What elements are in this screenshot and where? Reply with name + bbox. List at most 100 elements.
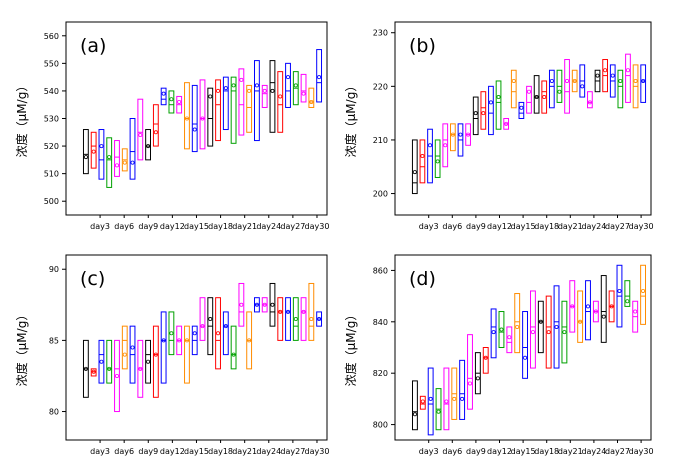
box-mean-marker [239,302,244,307]
box-mean-marker [610,73,615,78]
box-mean-marker [412,170,417,175]
box-mean-marker [83,155,88,160]
box-mark [191,325,198,356]
y-tick-label: 85 [49,336,59,345]
box-mark [592,300,599,323]
box-rect [184,325,190,384]
box-rect [585,280,591,341]
box-mark [434,139,441,178]
box-mark [254,60,260,142]
x-tick-label: day27 [280,447,305,456]
box-mark [506,326,513,354]
box-mean-marker [475,376,480,381]
box-mark [145,129,151,161]
box-mark [114,140,120,177]
box-mark [556,69,563,103]
box-rect [222,311,229,356]
box-mark [184,82,190,150]
box-mark [90,131,97,169]
box-rect [600,275,607,343]
box-rect [199,297,206,341]
box-mark [427,367,434,436]
x-tick-label: day3 [90,222,110,231]
box-mean-marker [130,345,135,350]
box-mean-marker [192,127,197,132]
box-mark [222,76,229,131]
box-mark [292,71,299,106]
panel-label: (a) [80,35,106,57]
box-mean-marker [138,133,143,138]
box-mean-marker [270,88,275,93]
box-mean-marker [601,314,606,319]
box-mark [121,148,128,172]
box-mark [90,368,97,377]
box-mark [114,339,120,413]
box-rect [114,339,120,413]
box-rect [561,300,568,364]
box-mean-marker [507,335,512,340]
box-mean-marker [161,91,166,96]
box-mean-marker [278,309,283,314]
box-mean-marker [153,352,158,357]
box-mean-marker [309,99,314,104]
x-tick-label: day21 [232,222,257,231]
box-rect [184,82,190,150]
y-tick-label: 80 [49,408,59,417]
box-rect [277,71,284,133]
box-mean-marker [192,331,197,336]
box-rect [292,297,299,341]
box-mark [488,85,494,136]
box-rect [254,60,260,142]
box-mean-marker [91,149,96,154]
box-mean-marker [549,78,554,83]
y-tick-label: 540 [44,87,59,96]
box-rect [526,85,532,114]
box-mark [579,64,586,98]
box-mark [459,359,466,420]
box-mark [82,129,89,175]
y-tick-label: 820 [373,369,388,378]
box-mark [529,290,536,369]
box-rect [160,87,167,106]
box-mean-marker [99,359,104,364]
y-tick-label: 800 [373,421,388,430]
x-tick-label: day27 [605,447,630,456]
box-mean-marker [466,132,471,137]
box-mark [571,69,578,93]
box-rect [137,98,144,161]
x-tick-label: day24 [256,222,281,231]
box-mean-marker [107,155,112,160]
box-rect [537,300,544,354]
x-tick-label: day21 [558,222,583,231]
box-rect [215,79,221,142]
box-mark [495,80,502,130]
box-mark [300,297,307,341]
box-mark [246,84,253,133]
box-mark [640,64,647,103]
box-rect [199,79,206,150]
box-rect [129,118,136,180]
y-tick-label: 550 [44,59,59,68]
box-rect [419,139,426,184]
box-rect [285,62,291,108]
box-mean-marker [562,330,567,335]
x-tick-label: day27 [605,222,630,231]
box-rect [308,87,315,108]
box-rect [434,139,441,178]
x-tick-label: day15 [511,222,536,231]
box-mean-marker [458,132,463,137]
box-rect [480,91,487,130]
y-axis-label: 浓度（μM/g） [343,309,358,387]
box-rect [577,290,584,343]
box-mean-marker [254,302,259,307]
box-mean-marker [570,304,575,309]
box-mean-marker [420,399,425,404]
box-mean-marker [184,116,189,121]
box-mean-marker [467,381,472,386]
y-tick-label: 530 [44,115,59,124]
box-mark [553,285,560,369]
panel-label: (d) [409,268,436,290]
box-mark [230,325,237,370]
panel-label: (b) [409,35,436,57]
